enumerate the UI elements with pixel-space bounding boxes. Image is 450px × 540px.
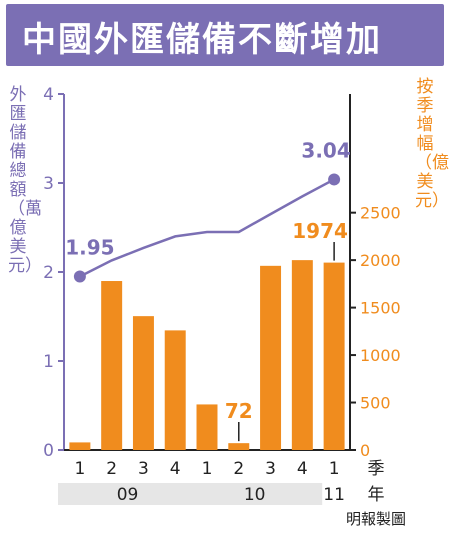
bar-data-label: 72 [225, 399, 253, 423]
year-axis-label: 年 [368, 485, 385, 505]
line-point-marker [328, 173, 341, 186]
bar [323, 262, 345, 450]
bar [196, 404, 218, 450]
left-tick-label: 3 [43, 174, 54, 194]
credit-label: 明報製圖 [346, 510, 407, 528]
bar [69, 442, 91, 450]
bar [228, 443, 250, 450]
year-label: 10 [244, 485, 266, 505]
left-tick-label: 1 [43, 352, 54, 372]
title-banner: 中國外匯儲備不斷增加 [6, 4, 444, 66]
bar [291, 260, 313, 450]
quarter-tick-label: 4 [297, 459, 308, 479]
left-tick-label: 2 [43, 263, 54, 283]
year-band [185, 483, 323, 505]
line-point-marker [73, 270, 86, 283]
quarter-tick-label: 3 [265, 459, 276, 479]
chart-title: 中國外匯儲備不斷增加 [22, 20, 382, 60]
right-tick-label: 500 [360, 394, 391, 413]
year-band [58, 483, 196, 505]
bar [164, 330, 186, 450]
quarter-tick-label: 2 [233, 459, 244, 479]
year-label: 09 [117, 485, 139, 505]
quarter-tick-label: 3 [138, 459, 149, 479]
bar [260, 265, 282, 450]
line-data-label: 3.04 [301, 138, 350, 162]
quarter-tick-label: 1 [329, 459, 340, 479]
right-tick-label: 2000 [360, 251, 401, 270]
left-tick-label: 0 [43, 441, 54, 461]
quarter-tick-label: 1 [74, 459, 85, 479]
quarter-tick-label: 4 [170, 459, 181, 479]
line-data-label: 1.95 [65, 235, 114, 259]
left-tick-label: 4 [43, 85, 54, 105]
right-tick-label: 0 [360, 441, 370, 460]
bar [101, 281, 123, 450]
quarter-tick-label: 1 [202, 459, 213, 479]
bar [132, 316, 154, 450]
total-reserves-line [79, 178, 335, 278]
right-tick-label: 1000 [360, 346, 401, 365]
right-tick-label: 2500 [360, 204, 401, 223]
bar-data-label: 1974 [292, 219, 348, 243]
right-tick-label: 1500 [360, 299, 401, 318]
quarter-tick-label: 2 [106, 459, 117, 479]
year-label: 11 [323, 485, 345, 505]
quarter-axis-label: 季 [368, 459, 385, 479]
